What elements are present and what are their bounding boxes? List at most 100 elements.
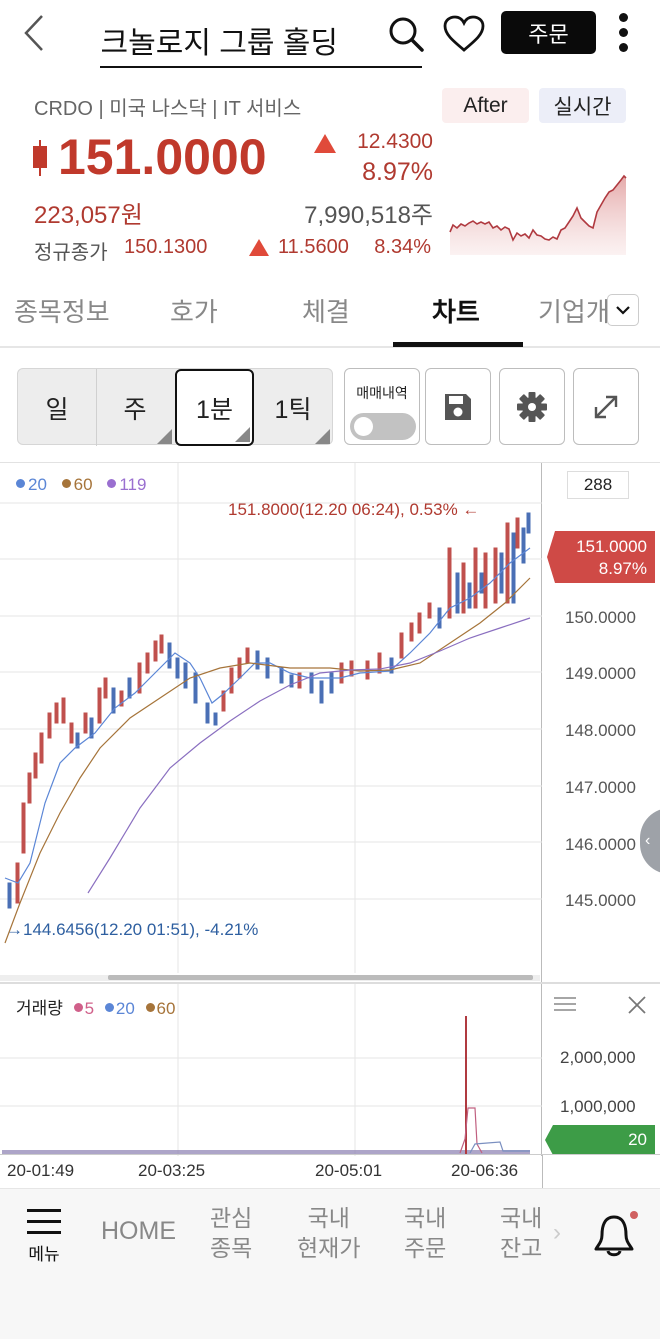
favorite-button[interactable] (442, 14, 486, 54)
ma-60-label: 60 (73, 475, 93, 494)
volume-bars (0, 984, 542, 1156)
submenu-corner-icon (157, 429, 172, 444)
legend-dot (73, 1003, 83, 1012)
y-axis-label: 147.0000 (565, 778, 636, 797)
expand-icon (594, 395, 618, 418)
vol-ma-60-label: 60 (156, 999, 176, 1018)
legend-dot (107, 479, 117, 488)
bell-icon (594, 1211, 638, 1257)
settings-button[interactable] (499, 368, 565, 445)
realtime-badge[interactable]: 실시간 (539, 88, 626, 123)
period-label: 1분 (196, 395, 233, 424)
period-label: 1틱 (274, 395, 312, 424)
price-change-percent: 8.97% (362, 158, 433, 186)
save-button[interactable] (425, 368, 491, 445)
chart-scrollbar[interactable] (108, 975, 533, 980)
notifications-button[interactable] (592, 1209, 640, 1261)
more-options-button[interactable] (614, 10, 632, 56)
chevron-left-icon: ‹ (645, 832, 651, 849)
search-button[interactable] (386, 14, 426, 54)
price-chart-plot[interactable]: 20 60 119 151.8000(12.20 06:24), 0.53% ←… (0, 463, 542, 983)
regular-close-label: 정규종가 (34, 242, 108, 264)
current-price-tag: 151.0000 8.97% (547, 531, 655, 583)
vol-ma-5-label: 5 (84, 999, 95, 1018)
tag-price: 151.0000 (576, 537, 647, 556)
tab-stock-info[interactable]: 종목정보 (14, 297, 110, 327)
period-1min[interactable]: 1분 (175, 369, 254, 446)
divider (96, 369, 97, 446)
legend-dot (61, 479, 71, 488)
nav-menu-button[interactable]: 메뉴 (24, 1209, 64, 1265)
hamburger-icon (24, 1209, 64, 1234)
nav-label-line2: 주문 (404, 1235, 447, 1261)
gear-icon (517, 391, 547, 422)
volume-y-label: 2,000,000 (560, 1048, 636, 1067)
period-1tick[interactable]: 1틱 (254, 369, 332, 446)
y-axis-label: 150.0000 (565, 608, 636, 627)
regular-close-price: 150.1300 (124, 236, 208, 258)
fullscreen-button[interactable] (573, 368, 639, 445)
bottom-navigation: 메뉴 HOME 관심 종목 국내 현재가 국내 주문 국내 잔고 › (0, 1188, 660, 1339)
tab-executions[interactable]: 체결 (302, 297, 350, 327)
volume-close-button[interactable] (626, 994, 648, 1016)
top-header: 크레도 테크놀로지 그룹 홀딩 주문 (0, 0, 660, 72)
back-button[interactable] (18, 12, 52, 54)
period-day[interactable]: 일 (18, 369, 96, 446)
ma-20-label: 20 (28, 475, 47, 494)
nav-label-line1: 관심 (210, 1205, 253, 1231)
volume-legend: 거래량 5 20 60 (16, 994, 175, 1019)
volume-chart[interactable]: 거래량 5 20 60 2,000,000 1,000,000 20 (0, 982, 660, 1156)
nav-domestic-balance[interactable]: 국내 잔고 (500, 1203, 542, 1263)
legend-dot (104, 1003, 114, 1012)
nav-domestic-quote[interactable]: 국내 현재가 (297, 1203, 360, 1263)
dot (618, 28, 628, 37)
after-hours-badge[interactable]: After (442, 88, 529, 123)
up-triangle-icon (249, 239, 269, 256)
side-panel-handle[interactable]: ‹ (640, 808, 660, 874)
candle-icon (33, 140, 47, 176)
toggle-switch[interactable] (350, 413, 416, 440)
nav-label-line1: 국내 (404, 1205, 447, 1231)
trade-history-toggle[interactable]: 매매내역 (344, 368, 420, 445)
dot (618, 43, 628, 52)
nav-label-line1: 국내 (307, 1205, 350, 1231)
candlestick-chart (0, 463, 542, 973)
stock-title: 크레도 테크놀로지 그룹 홀딩 (100, 27, 338, 60)
dot (618, 13, 628, 22)
period-label: 주 (123, 395, 147, 424)
x-axis-label: 20-03:25 (138, 1161, 206, 1180)
volume-chart-plot[interactable]: 거래량 5 20 60 (0, 984, 542, 1156)
tab-dropdown-button[interactable] (607, 294, 639, 326)
y-axis-label: 148.0000 (565, 721, 636, 740)
active-tab-indicator (393, 342, 523, 347)
tab-chart[interactable]: 차트 (432, 297, 480, 327)
save-icon (445, 393, 471, 420)
price-change: 12.4300 (357, 130, 433, 153)
x-axis-label: 20-05:01 (315, 1161, 383, 1180)
nav-label-line2: 잔고 (500, 1235, 543, 1261)
volume-menu-button[interactable] (553, 994, 577, 1014)
legend-dot (16, 479, 25, 488)
period-week[interactable]: 주 (96, 369, 174, 446)
hamburger-icon (554, 997, 576, 1011)
chevron-right-icon[interactable]: › (553, 1219, 561, 1246)
volume-title: 거래량 (16, 999, 63, 1018)
tab-company-overview[interactable]: 기업개요 (538, 297, 608, 327)
heart-icon (443, 15, 485, 52)
volume-current-tag: 20 (545, 1125, 655, 1155)
period-label: 일 (45, 395, 69, 424)
nav-home[interactable]: HOME (101, 1217, 176, 1245)
toggle-knob (354, 417, 373, 436)
price-chart[interactable]: 20 60 119 151.8000(12.20 06:24), 0.53% ←… (0, 462, 660, 983)
submenu-corner-icon (315, 429, 330, 444)
candle-count-box[interactable]: 288 (567, 471, 629, 499)
time-axis: 20-01:49 20-03:25 20-05:01 20-06:36 (0, 1154, 660, 1189)
tab-order-book[interactable]: 호가 (170, 297, 218, 327)
order-button[interactable]: 주문 (501, 11, 596, 54)
nav-label-line2: 종목 (210, 1235, 253, 1261)
ma-legend: 20 60 119 (16, 475, 146, 495)
stock-meta: CRDO | 미국 나스닥 | IT 서비스 (34, 98, 302, 120)
stock-tabs: 종목정보 호가 체결 차트 기업개요 (0, 282, 660, 348)
